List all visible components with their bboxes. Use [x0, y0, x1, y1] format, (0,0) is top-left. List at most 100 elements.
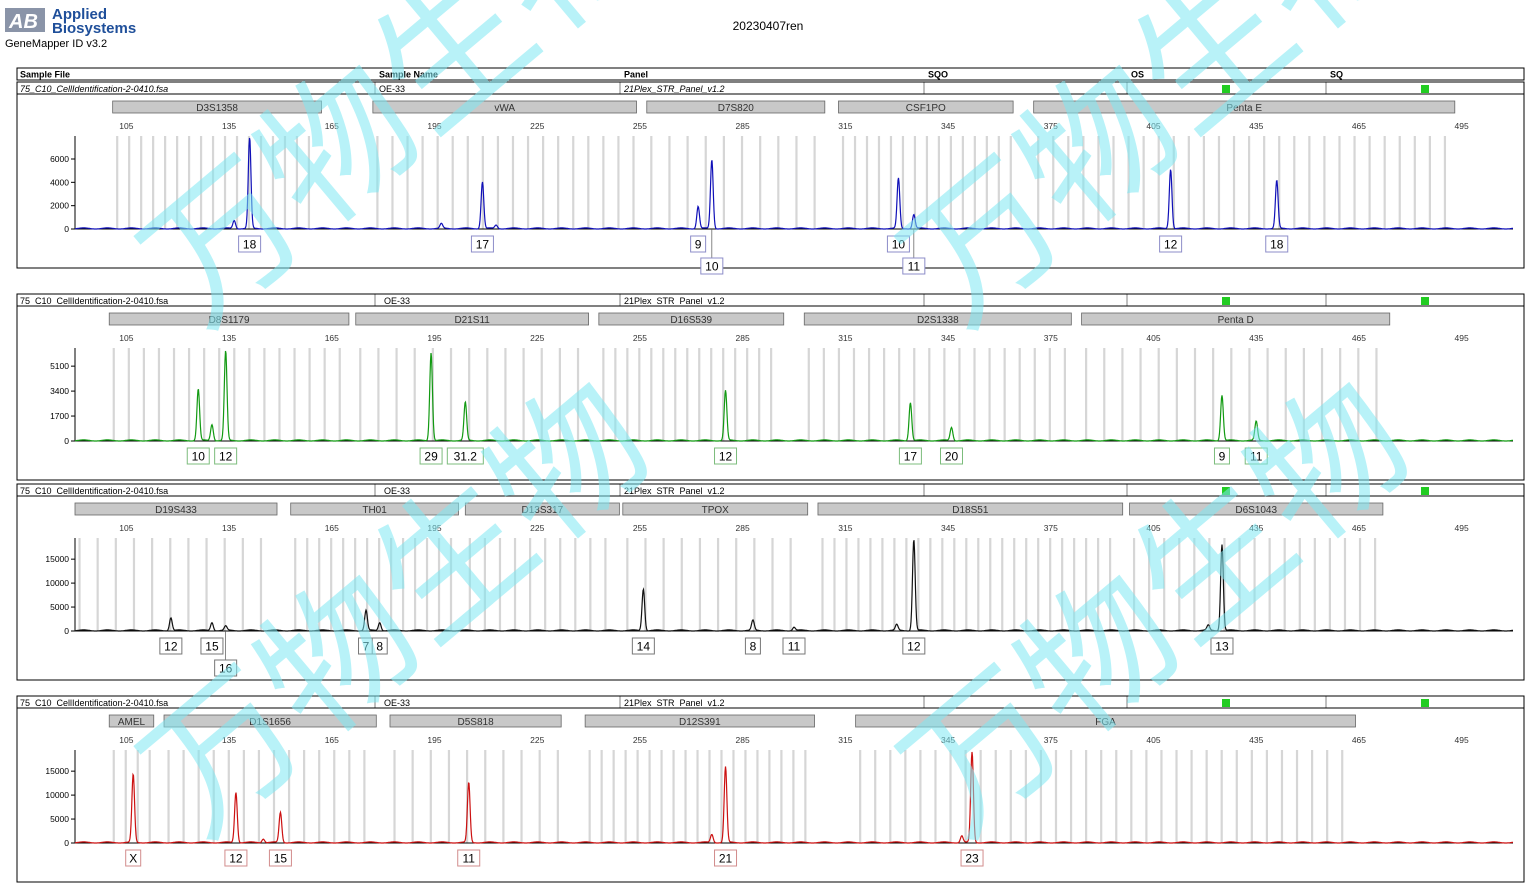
marker-label: Penta D — [1218, 315, 1254, 326]
allele-bin — [278, 348, 281, 441]
allele-bin — [576, 348, 580, 441]
size-tick-label: 405 — [1146, 333, 1160, 343]
allele-bin — [874, 750, 877, 843]
allele-bin — [486, 348, 489, 441]
allele-bin — [1085, 538, 1088, 631]
allele-bin — [1205, 750, 1208, 843]
allele-bin — [333, 750, 336, 843]
marker-label: D8S1179 — [209, 315, 250, 326]
allele-bin — [889, 750, 892, 843]
col-sample-name: Sample Name — [379, 70, 438, 80]
allele-bin — [526, 136, 530, 229]
size-tick-label: 135 — [222, 523, 236, 533]
allele-label: X — [129, 852, 137, 866]
allele-bin — [429, 750, 432, 843]
size-tick-label: 435 — [1249, 523, 1263, 533]
allele-bin — [674, 348, 677, 441]
allele-label: 11 — [788, 640, 801, 654]
allele-label-box — [159, 637, 183, 655]
allele-bin — [1323, 136, 1326, 229]
allele-bin — [176, 136, 179, 229]
run-title: 20230407ren — [733, 19, 804, 33]
size-tick-label: 345 — [941, 735, 955, 745]
col-sample-file: Sample File — [20, 70, 70, 80]
allele-bin — [287, 750, 291, 843]
allele-bin — [307, 136, 311, 229]
allele-bin — [1343, 538, 1347, 631]
marker-box-d19s433 — [74, 502, 278, 516]
y-tick-label: 0 — [64, 224, 69, 234]
allele-bin — [614, 348, 617, 441]
allele-bin — [318, 750, 321, 843]
marker-box-d8s1179 — [108, 312, 350, 326]
allele-bin — [218, 348, 221, 441]
size-tick-label: 435 — [1249, 333, 1263, 343]
allele-bin — [1232, 136, 1236, 229]
allele-label: 9 — [1219, 450, 1226, 464]
allele-bin — [734, 348, 737, 441]
sample-file-value: 75_C10_CellIdentification-2-0410.fsa — [20, 698, 168, 708]
allele-bin — [1265, 750, 1269, 843]
allele-bin — [1339, 348, 1342, 441]
allele-bin — [901, 136, 905, 229]
size-tick-label: 105 — [119, 121, 133, 131]
allele-bin — [1100, 750, 1103, 843]
allele-bin — [925, 136, 929, 229]
allele-bin — [1061, 538, 1064, 631]
allele-bin — [233, 348, 236, 441]
allele-bin — [1103, 348, 1106, 441]
os-status-indicator — [1222, 297, 1230, 305]
sq-status-indicator — [1421, 487, 1429, 495]
col-os: OS — [1131, 70, 1144, 80]
allele-bin — [795, 136, 798, 229]
allele-bin — [413, 538, 417, 631]
allele-bin — [1132, 538, 1136, 631]
allele-bin — [865, 136, 869, 229]
allele-bin — [589, 538, 592, 631]
allele-bin — [484, 750, 487, 843]
allele-bin — [704, 136, 707, 229]
allele-bin — [1112, 136, 1115, 229]
allele-bin — [1003, 348, 1006, 441]
allele-label-box — [200, 637, 224, 655]
allele-bin — [833, 538, 836, 631]
size-tick-label: 345 — [941, 523, 955, 533]
marker-box-vwa — [372, 100, 637, 114]
y-tick-label: 3400 — [50, 386, 69, 396]
allele-bin — [294, 538, 297, 631]
allele-label: 16 — [219, 662, 233, 676]
marker-box-d13s317 — [464, 502, 620, 516]
allele-bin — [1039, 750, 1043, 843]
allele-bin — [172, 348, 176, 441]
size-tick-label: 405 — [1146, 523, 1160, 533]
allele-label-box — [939, 447, 963, 465]
allele-bin — [363, 750, 366, 843]
allele-bin — [807, 348, 810, 441]
allele-bin — [937, 136, 940, 229]
allele-label-box — [1159, 235, 1183, 253]
size-tick-label: 285 — [736, 333, 750, 343]
allele-bin — [1025, 538, 1028, 631]
sq-status-indicator — [1421, 85, 1429, 93]
allele-label-box — [714, 447, 738, 465]
allele-bin — [1160, 750, 1163, 843]
allele-bin — [522, 348, 525, 441]
size-tick-label: 405 — [1146, 735, 1160, 745]
allele-bin — [1049, 538, 1052, 631]
allele-bin — [152, 136, 155, 229]
size-tick-label: 165 — [325, 523, 339, 533]
sq-status-indicator — [1421, 297, 1429, 305]
size-tick-label: 165 — [325, 333, 339, 343]
allele-bin — [272, 750, 276, 843]
allele-bin — [698, 538, 702, 631]
allele-bin — [904, 750, 907, 843]
allele-bin — [985, 136, 988, 229]
marker-box-d2s1338 — [803, 312, 1072, 326]
col-sq: SQ — [1330, 70, 1343, 80]
allele-bin — [1280, 750, 1284, 843]
applied-biosystems-logo: AB Applied Biosystems — [5, 6, 136, 37]
sample-name-value: OE-33 — [384, 698, 410, 708]
allele-bin — [740, 136, 744, 229]
allele-bin — [1298, 538, 1301, 631]
allele-bin — [468, 538, 471, 631]
